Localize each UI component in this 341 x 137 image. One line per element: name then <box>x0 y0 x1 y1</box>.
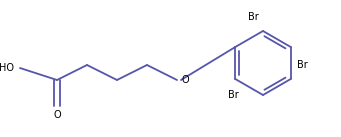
Text: Br: Br <box>248 12 258 22</box>
Text: O: O <box>182 75 190 85</box>
Text: O: O <box>53 110 61 120</box>
Text: Br: Br <box>228 90 239 100</box>
Text: Br: Br <box>297 60 308 70</box>
Text: HO: HO <box>0 63 14 73</box>
